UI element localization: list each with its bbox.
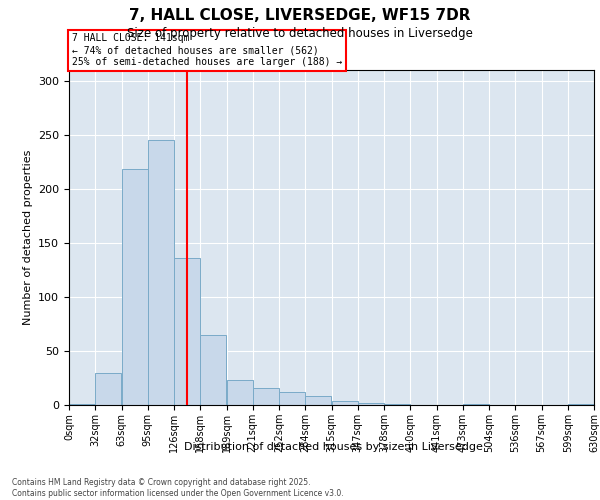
Text: Size of property relative to detached houses in Liversedge: Size of property relative to detached ho… [127, 28, 473, 40]
Bar [69, 404, 95, 405]
Text: 7, HALL CLOSE, LIVERSEDGE, WF15 7DR: 7, HALL CLOSE, LIVERSEDGE, WF15 7DR [129, 8, 471, 22]
Bar [568, 404, 594, 405]
Bar [200, 335, 226, 405]
Bar [463, 404, 489, 405]
Text: Distribution of detached houses by size in Liversedge: Distribution of detached houses by size … [184, 442, 482, 452]
Bar [332, 400, 358, 405]
Bar [384, 404, 410, 405]
Bar [174, 258, 200, 405]
Text: Contains HM Land Registry data © Crown copyright and database right 2025.
Contai: Contains HM Land Registry data © Crown c… [12, 478, 344, 498]
Y-axis label: Number of detached properties: Number of detached properties [23, 150, 32, 325]
Bar [358, 403, 384, 405]
Bar [95, 372, 121, 405]
Bar [122, 170, 148, 405]
Bar [279, 392, 305, 405]
Bar [305, 396, 331, 405]
Bar [227, 380, 253, 405]
Bar [253, 388, 279, 405]
Text: 7 HALL CLOSE: 141sqm
← 74% of detached houses are smaller (562)
25% of semi-deta: 7 HALL CLOSE: 141sqm ← 74% of detached h… [71, 34, 342, 66]
Bar [148, 140, 174, 405]
